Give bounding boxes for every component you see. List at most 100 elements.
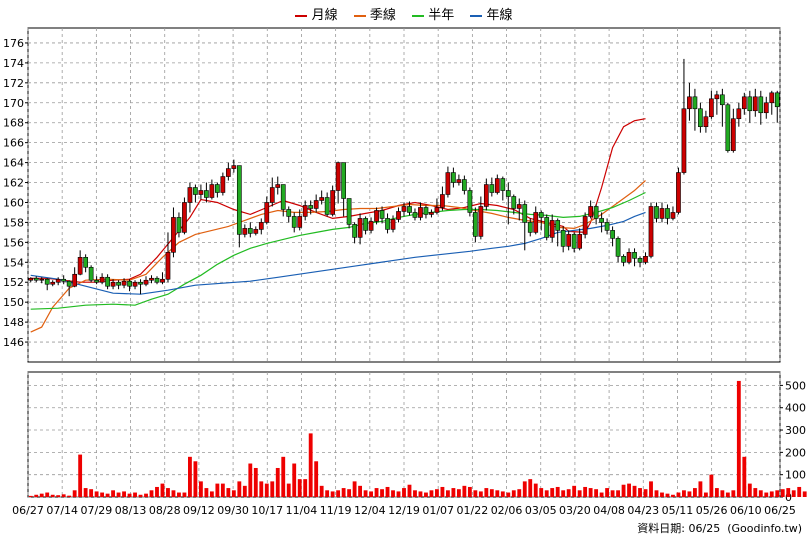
x-tick-label: 01/22 bbox=[457, 504, 489, 517]
volume-bar bbox=[413, 490, 417, 497]
price-tick-label: 176 bbox=[3, 37, 24, 50]
candle-body bbox=[747, 96, 753, 112]
candle-body bbox=[621, 256, 626, 263]
volume-bar bbox=[275, 467, 280, 497]
volume-bar bbox=[539, 488, 544, 497]
x-tick-label: 07/29 bbox=[81, 504, 113, 517]
volume-bar bbox=[248, 463, 253, 497]
volume-bar bbox=[78, 454, 83, 497]
volume-bar bbox=[303, 479, 308, 497]
candle-body bbox=[736, 108, 742, 120]
volume-bar bbox=[654, 490, 659, 497]
candle-body bbox=[588, 206, 593, 217]
legend-label-yearly: 年線 bbox=[486, 8, 513, 23]
legend-swatch-yearly bbox=[470, 14, 483, 17]
volume-bar bbox=[149, 490, 154, 497]
volume-bar bbox=[297, 479, 302, 497]
candle-body bbox=[275, 184, 281, 188]
candle-body bbox=[209, 184, 215, 198]
volume-bar bbox=[440, 486, 445, 497]
x-tick-label: 03/20 bbox=[559, 504, 591, 517]
volume-bar bbox=[599, 492, 604, 497]
volume-bar bbox=[445, 490, 450, 497]
volume-bar bbox=[692, 488, 697, 497]
candle-body bbox=[110, 281, 116, 287]
candle-body bbox=[582, 216, 588, 235]
candle-body bbox=[709, 98, 714, 118]
candle-body bbox=[28, 277, 34, 281]
volume-bar bbox=[369, 491, 373, 497]
x-tick-label: 05/11 bbox=[662, 504, 694, 517]
volume-bar bbox=[226, 488, 231, 497]
candle-body bbox=[258, 222, 264, 230]
candle-body bbox=[33, 277, 39, 281]
candle-body bbox=[105, 276, 110, 287]
volume-bar bbox=[489, 489, 494, 497]
candle-body bbox=[374, 210, 379, 222]
candle-body bbox=[615, 238, 621, 257]
volume-bar bbox=[583, 486, 588, 497]
candle-body bbox=[324, 197, 330, 215]
volume-bar bbox=[522, 481, 527, 497]
legend-item-quarterly: 季線 bbox=[353, 8, 400, 23]
candle-body bbox=[752, 96, 758, 112]
ma-yearly-line bbox=[30, 211, 646, 295]
volume-bar bbox=[231, 490, 236, 497]
candle-body bbox=[99, 276, 105, 283]
candle-body bbox=[665, 208, 670, 219]
x-tick-label: 03/05 bbox=[525, 504, 557, 517]
x-tick-label: 11/04 bbox=[286, 504, 318, 517]
volume-bar bbox=[467, 486, 472, 497]
volume-bar bbox=[336, 490, 341, 497]
candle-body bbox=[637, 258, 643, 263]
volume-bar bbox=[396, 491, 401, 497]
volume-tick-label: 100 bbox=[785, 469, 806, 482]
volume-bar bbox=[45, 492, 50, 497]
volume-bar bbox=[391, 490, 395, 497]
volume-bar bbox=[533, 483, 538, 497]
volume-bar bbox=[528, 479, 533, 497]
volume-bar bbox=[594, 489, 599, 497]
candle-body bbox=[720, 94, 725, 106]
volume-bar bbox=[511, 490, 516, 497]
candle-body bbox=[571, 234, 577, 249]
volume-bar bbox=[714, 488, 719, 497]
volume-bar bbox=[330, 491, 335, 497]
price-tick-label: 150 bbox=[3, 296, 24, 309]
volume-bar bbox=[259, 481, 264, 497]
candle-body bbox=[714, 94, 720, 100]
candle-body bbox=[577, 234, 583, 249]
candle-body bbox=[187, 187, 193, 203]
candle-body bbox=[511, 196, 517, 209]
volume-bar bbox=[605, 488, 610, 497]
price-tick-label: 162 bbox=[3, 177, 24, 190]
candle-body bbox=[730, 118, 736, 151]
candle-body bbox=[308, 205, 314, 209]
volume-bar bbox=[177, 492, 181, 497]
volume-bar bbox=[116, 492, 121, 497]
candle-body bbox=[335, 162, 341, 191]
volume-bar bbox=[544, 490, 549, 497]
volume-bar bbox=[39, 493, 44, 497]
volume-bar bbox=[407, 484, 412, 497]
candle-body bbox=[61, 278, 67, 282]
volume-bar bbox=[127, 493, 132, 497]
price-tick-label: 170 bbox=[3, 97, 24, 110]
volume-bar bbox=[281, 456, 286, 497]
candle-body bbox=[149, 277, 154, 281]
volume-bar bbox=[292, 463, 297, 497]
volume-bar bbox=[155, 486, 159, 497]
candle-body bbox=[313, 200, 319, 209]
candle-body bbox=[77, 257, 83, 275]
x-tick-label: 08/13 bbox=[115, 504, 147, 517]
volume-bar bbox=[638, 488, 642, 497]
volume-bar bbox=[182, 492, 187, 497]
candle-body bbox=[198, 190, 204, 195]
candle-body bbox=[758, 96, 764, 114]
volume-bar bbox=[572, 485, 577, 497]
candle-body bbox=[687, 96, 692, 110]
x-tick-label: 06/25 bbox=[764, 504, 796, 517]
volume-bar bbox=[555, 486, 560, 497]
volume-bar bbox=[709, 474, 714, 497]
volume-bar bbox=[358, 485, 363, 497]
